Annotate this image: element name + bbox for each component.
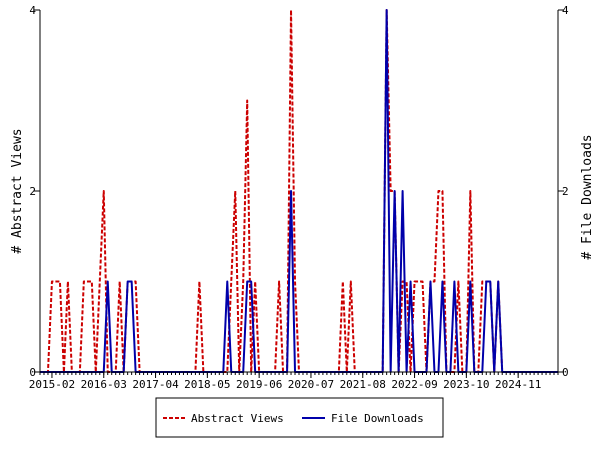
legend-label-file-downloads: File Downloads (331, 412, 424, 425)
x-tick-label: 2017-04 (132, 378, 179, 391)
y-left-tick-label: 0 (29, 366, 36, 379)
legend-box (155, 397, 444, 438)
y-right-tick-label: 2 (562, 185, 569, 198)
plot-frame (39, 10, 559, 373)
x-tick-label: 2019-06 (236, 378, 282, 391)
x-tick-label: 2020-07 (288, 378, 334, 391)
legend: Abstract Views File Downloads (155, 397, 444, 438)
y-right-tick-label: 0 (562, 366, 569, 379)
x-tick-label: 2018-05 (184, 378, 230, 391)
x-tick-label: 2015-02 (29, 378, 75, 391)
x-tick-label: 2024-11 (495, 378, 541, 391)
x-tick-label: 2021-08 (340, 378, 386, 391)
legend-label-abstract-views: Abstract Views (191, 412, 284, 425)
y-axis-left-title: # Abstract Views (10, 128, 25, 253)
y-left-tick-label: 4 (29, 4, 36, 17)
y-axis-right-title: # File Downloads (580, 134, 595, 259)
ticks-layer: 2015-02 2016-03 2017-04 2018-05 2019-06 2020-… (29, 4, 569, 391)
x-tick-label: 2016-03 (81, 378, 127, 391)
x-tick-label: 2023-10 (443, 378, 489, 391)
x-tick-label: 2022-09 (391, 378, 437, 391)
y-right-tick-label: 4 (562, 4, 569, 17)
y-left-tick-label: 2 (29, 185, 36, 198)
